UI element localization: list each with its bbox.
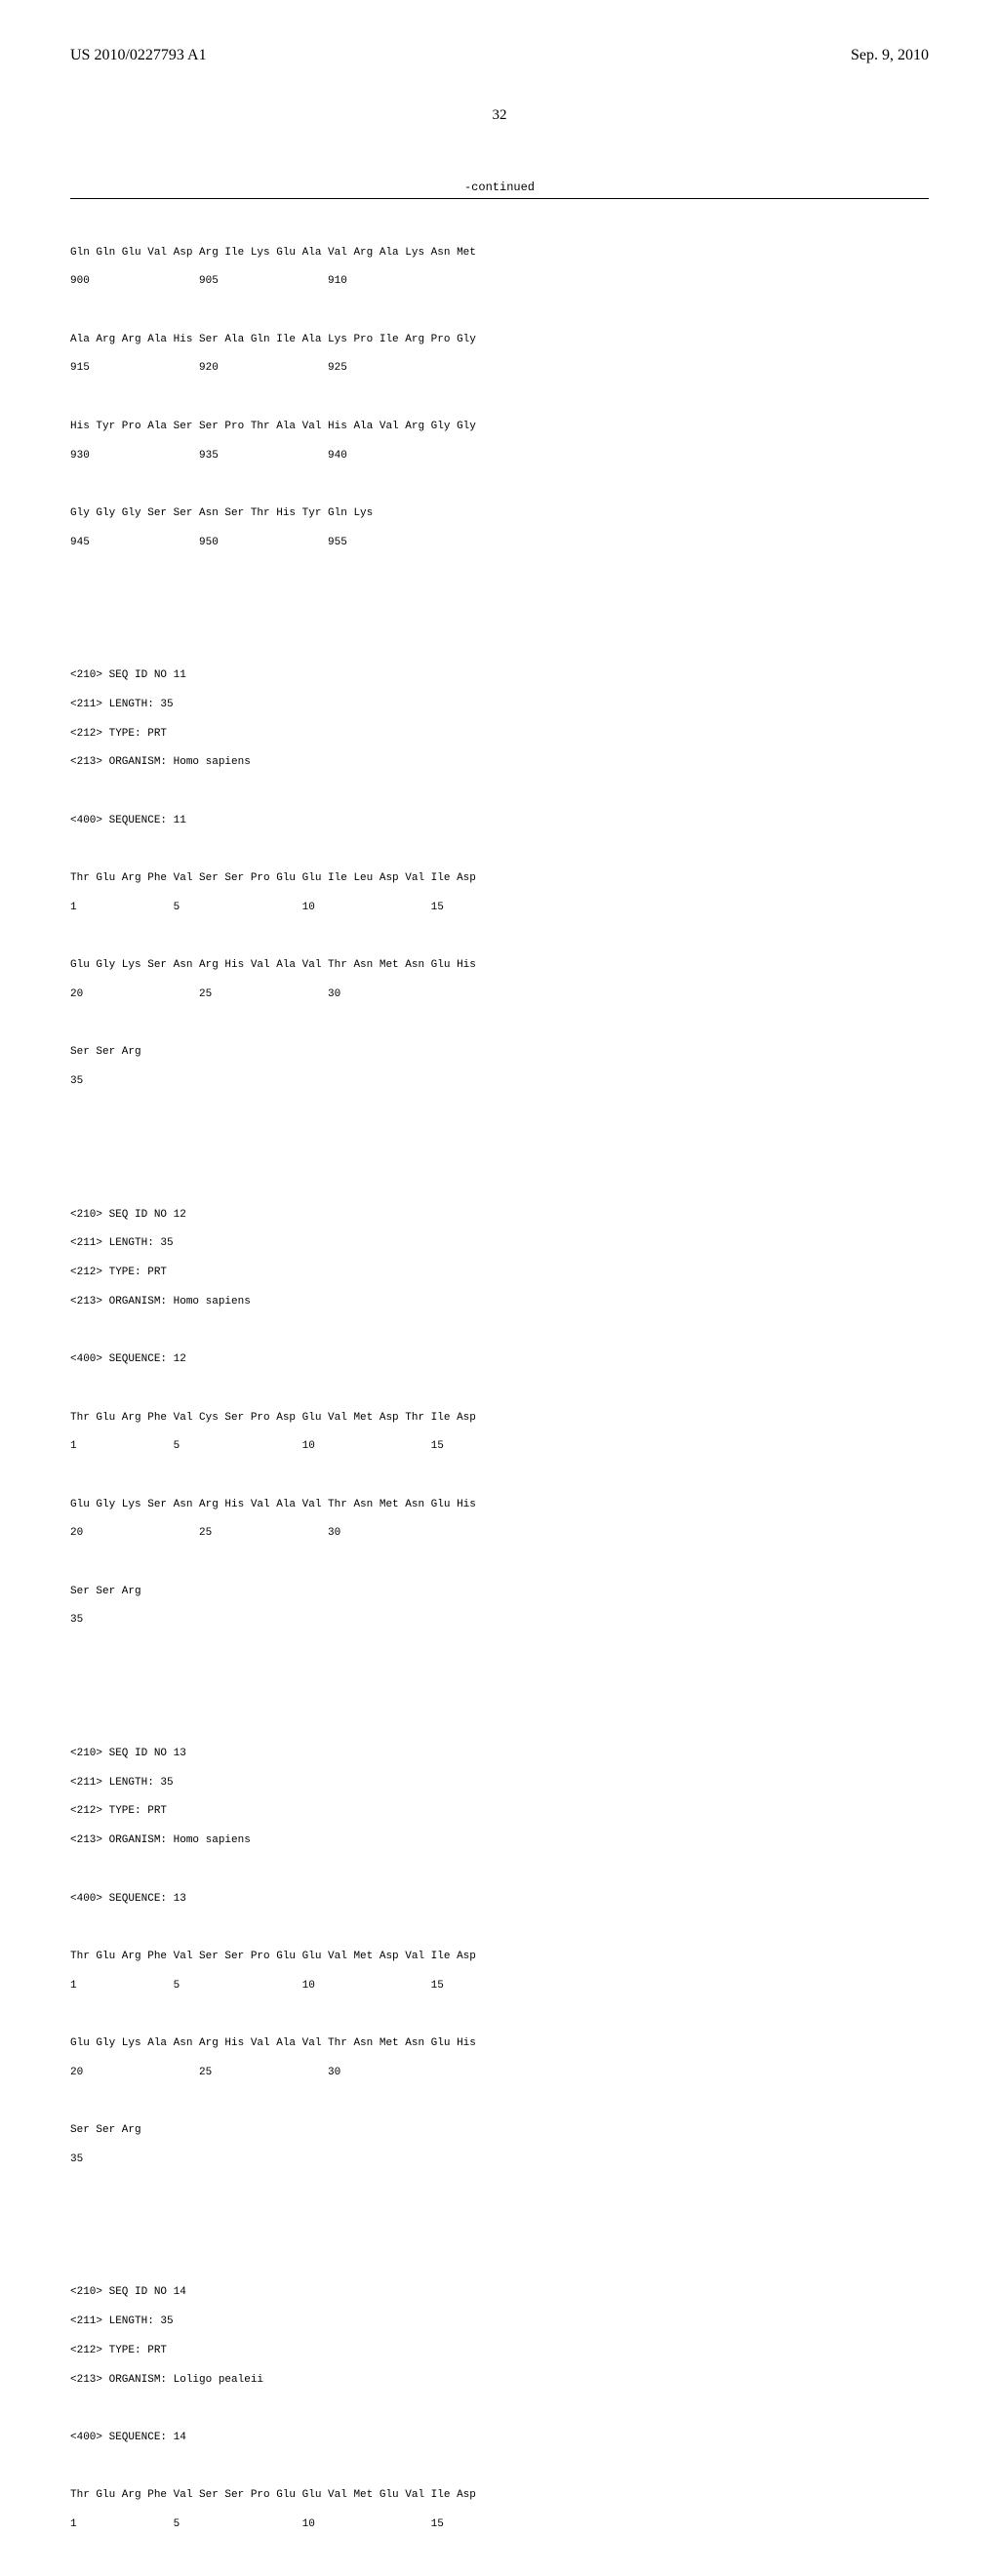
seq-line [70, 2228, 929, 2242]
seq-line: His Tyr Pro Ala Ser Ser Pro Thr Ala Val … [70, 420, 929, 434]
page-number: 32 [70, 107, 929, 124]
sequence-14: <210> SEQ ID NO 14 <211> LENGTH: 35 <212… [70, 2272, 929, 2576]
seq-header-line: <211> LENGTH: 35 [70, 2314, 929, 2329]
seq-header-line: <213> ORGANISM: Homo sapiens [70, 1833, 929, 1848]
seq-line [70, 2547, 929, 2561]
seq-line [70, 477, 929, 492]
seq-line [70, 2460, 929, 2475]
seq-line [70, 1382, 929, 1396]
seq-header-line: <211> LENGTH: 35 [70, 1776, 929, 1791]
seq-line [70, 2094, 929, 2109]
seq-sequence-label: <400> SEQUENCE: 11 [70, 814, 929, 828]
seq-line [70, 842, 929, 857]
seq-line: Glu Gly Lys Ser Asn Arg His Val Ala Val … [70, 1498, 929, 1512]
seq-line [70, 611, 929, 625]
seq-line [70, 1323, 929, 1338]
seq-line: 35 [70, 2153, 929, 2167]
seq-line: 20 25 30 [70, 987, 929, 1002]
seq-line: 900 905 910 [70, 274, 929, 289]
seq-line [70, 1689, 929, 1704]
seq-line [70, 2007, 929, 2022]
seq-line [70, 785, 929, 799]
seq-line: 945 950 955 [70, 536, 929, 550]
seq-line: 35 [70, 1074, 929, 1089]
sequence-11: <210> SEQ ID NO 11 <211> LENGTH: 35 <212… [70, 654, 929, 1103]
seq-line: 35 [70, 1613, 929, 1628]
seq-line: Gln Gln Glu Val Asp Arg Ile Lys Glu Ala … [70, 246, 929, 261]
seq-line: Gly Gly Gly Ser Ser Asn Ser Thr His Tyr … [70, 506, 929, 521]
seq-header-line: <213> ORGANISM: Homo sapiens [70, 1295, 929, 1309]
seq-line: Ser Ser Arg [70, 1585, 929, 1599]
seq-line: 1 5 10 15 [70, 2517, 929, 2532]
seq-header-line: <210> SEQ ID NO 12 [70, 1208, 929, 1223]
seq-line: Thr Glu Arg Phe Val Ser Ser Pro Glu Glu … [70, 1950, 929, 1964]
seq-line: Ser Ser Arg [70, 2123, 929, 2138]
seq-header-line: <210> SEQ ID NO 11 [70, 668, 929, 683]
continued-label: -continued [70, 181, 929, 194]
seq-header-line: <212> TYPE: PRT [70, 2344, 929, 2358]
seq-line: Thr Glu Arg Phe Val Ser Ser Pro Glu Glu … [70, 2488, 929, 2503]
seq-line [70, 1017, 929, 1031]
seq-line: 1 5 10 15 [70, 1979, 929, 1993]
seq-line [70, 1469, 929, 1483]
seq-line: Glu Gly Lys Ala Asn Arg His Val Ala Val … [70, 2036, 929, 2051]
publication-date: Sep. 9, 2010 [851, 47, 929, 64]
seq-line [70, 1149, 929, 1164]
seq-line: Glu Gly Lys Ser Asn Arg His Val Ala Val … [70, 958, 929, 973]
sequence-continuation: Gln Gln Glu Val Asp Arg Ile Lys Glu Ala … [70, 231, 929, 564]
seq-line: 20 25 30 [70, 1526, 929, 1541]
seq-sequence-label: <400> SEQUENCE: 14 [70, 2431, 929, 2445]
seq-line [70, 1863, 929, 1877]
seq-header-line: <210> SEQ ID NO 13 [70, 1747, 929, 1761]
page-header: US 2010/0227793 A1 Sep. 9, 2010 [70, 47, 929, 64]
seq-header-line: <213> ORGANISM: Homo sapiens [70, 755, 929, 770]
seq-header-line: <212> TYPE: PRT [70, 727, 929, 742]
sequence-13: <210> SEQ ID NO 13 <211> LENGTH: 35 <212… [70, 1732, 929, 2181]
seq-line [70, 303, 929, 318]
seq-header-line: <211> LENGTH: 35 [70, 1236, 929, 1251]
divider-line [70, 198, 929, 199]
seq-header-line: <210> SEQ ID NO 14 [70, 2285, 929, 2300]
publication-number: US 2010/0227793 A1 [70, 47, 207, 64]
seq-line [70, 930, 929, 945]
seq-header-line: <211> LENGTH: 35 [70, 698, 929, 712]
seq-line: 20 25 30 [70, 2066, 929, 2080]
seq-line: Thr Glu Arg Phe Val Ser Ser Pro Glu Glu … [70, 871, 929, 886]
seq-sequence-label: <400> SEQUENCE: 12 [70, 1352, 929, 1367]
seq-sequence-label: <400> SEQUENCE: 13 [70, 1892, 929, 1907]
seq-line: 930 935 940 [70, 449, 929, 463]
seq-line [70, 1555, 929, 1570]
sequence-listing: Gln Gln Glu Val Asp Arg Ile Lys Glu Ala … [70, 217, 929, 2576]
seq-header-line: <212> TYPE: PRT [70, 1266, 929, 1280]
seq-line: Ser Ser Arg [70, 1045, 929, 1060]
seq-line: 915 920 925 [70, 361, 929, 376]
seq-line: 1 5 10 15 [70, 1439, 929, 1454]
seq-line: 1 5 10 15 [70, 901, 929, 915]
seq-line [70, 2401, 929, 2416]
seq-line: Glu Gly Lys Asn Asn Arg His Val Ala Val … [70, 2575, 929, 2576]
sequence-12: <210> SEQ ID NO 12 <211> LENGTH: 35 <212… [70, 1193, 929, 1642]
seq-header-line: <212> TYPE: PRT [70, 1804, 929, 1819]
seq-line [70, 1920, 929, 1935]
seq-line [70, 390, 929, 405]
seq-line: Ala Arg Arg Ala His Ser Ala Gln Ile Ala … [70, 333, 929, 347]
seq-line: Thr Glu Arg Phe Val Cys Ser Pro Asp Glu … [70, 1411, 929, 1426]
seq-header-line: <213> ORGANISM: Loligo pealeii [70, 2373, 929, 2388]
